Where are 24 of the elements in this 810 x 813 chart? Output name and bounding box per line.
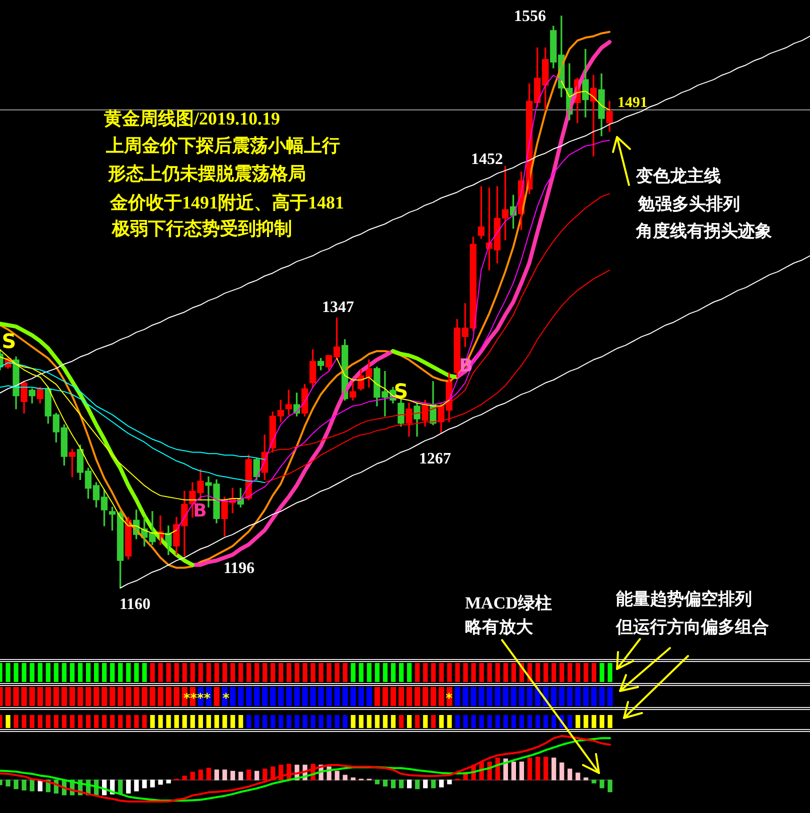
annotation: 极弱下行态势受到抑制 (111, 218, 292, 239)
text: 但运行方向偏多组合 (615, 617, 769, 636)
annotation: B (459, 356, 473, 377)
annotation: B (193, 500, 207, 522)
annotation: 金价收于1491附近、高于1481 (109, 192, 344, 213)
annotation: 1347 (322, 299, 354, 316)
text: MACD绿柱 (465, 593, 552, 612)
ref-line-label: 1491 (618, 94, 648, 111)
annotation: 1452 (471, 151, 503, 168)
annotation: 1267 (419, 450, 451, 468)
annotation: 1196 (223, 560, 255, 578)
annotation: 1556 (514, 8, 546, 26)
annotation: **** (183, 691, 211, 706)
annotation: 形态上仍未摆脱震荡格局 (107, 164, 306, 184)
annotation: 勉强多头排列 (637, 194, 740, 214)
annotation: 角度线有拐头迹象 (635, 221, 772, 240)
text: 黄金周线图/2019.10.19 (103, 108, 280, 129)
annotation: 变色龙主线 (635, 166, 721, 186)
text: 略有放大 (465, 617, 534, 636)
text: 能量趋势偏空排列 (616, 589, 752, 608)
annotation: S (394, 379, 408, 404)
text: 1160 (119, 596, 151, 614)
annotation: S (2, 329, 16, 354)
annotation: 上周金价下探后震荡小幅上行 (105, 136, 340, 156)
